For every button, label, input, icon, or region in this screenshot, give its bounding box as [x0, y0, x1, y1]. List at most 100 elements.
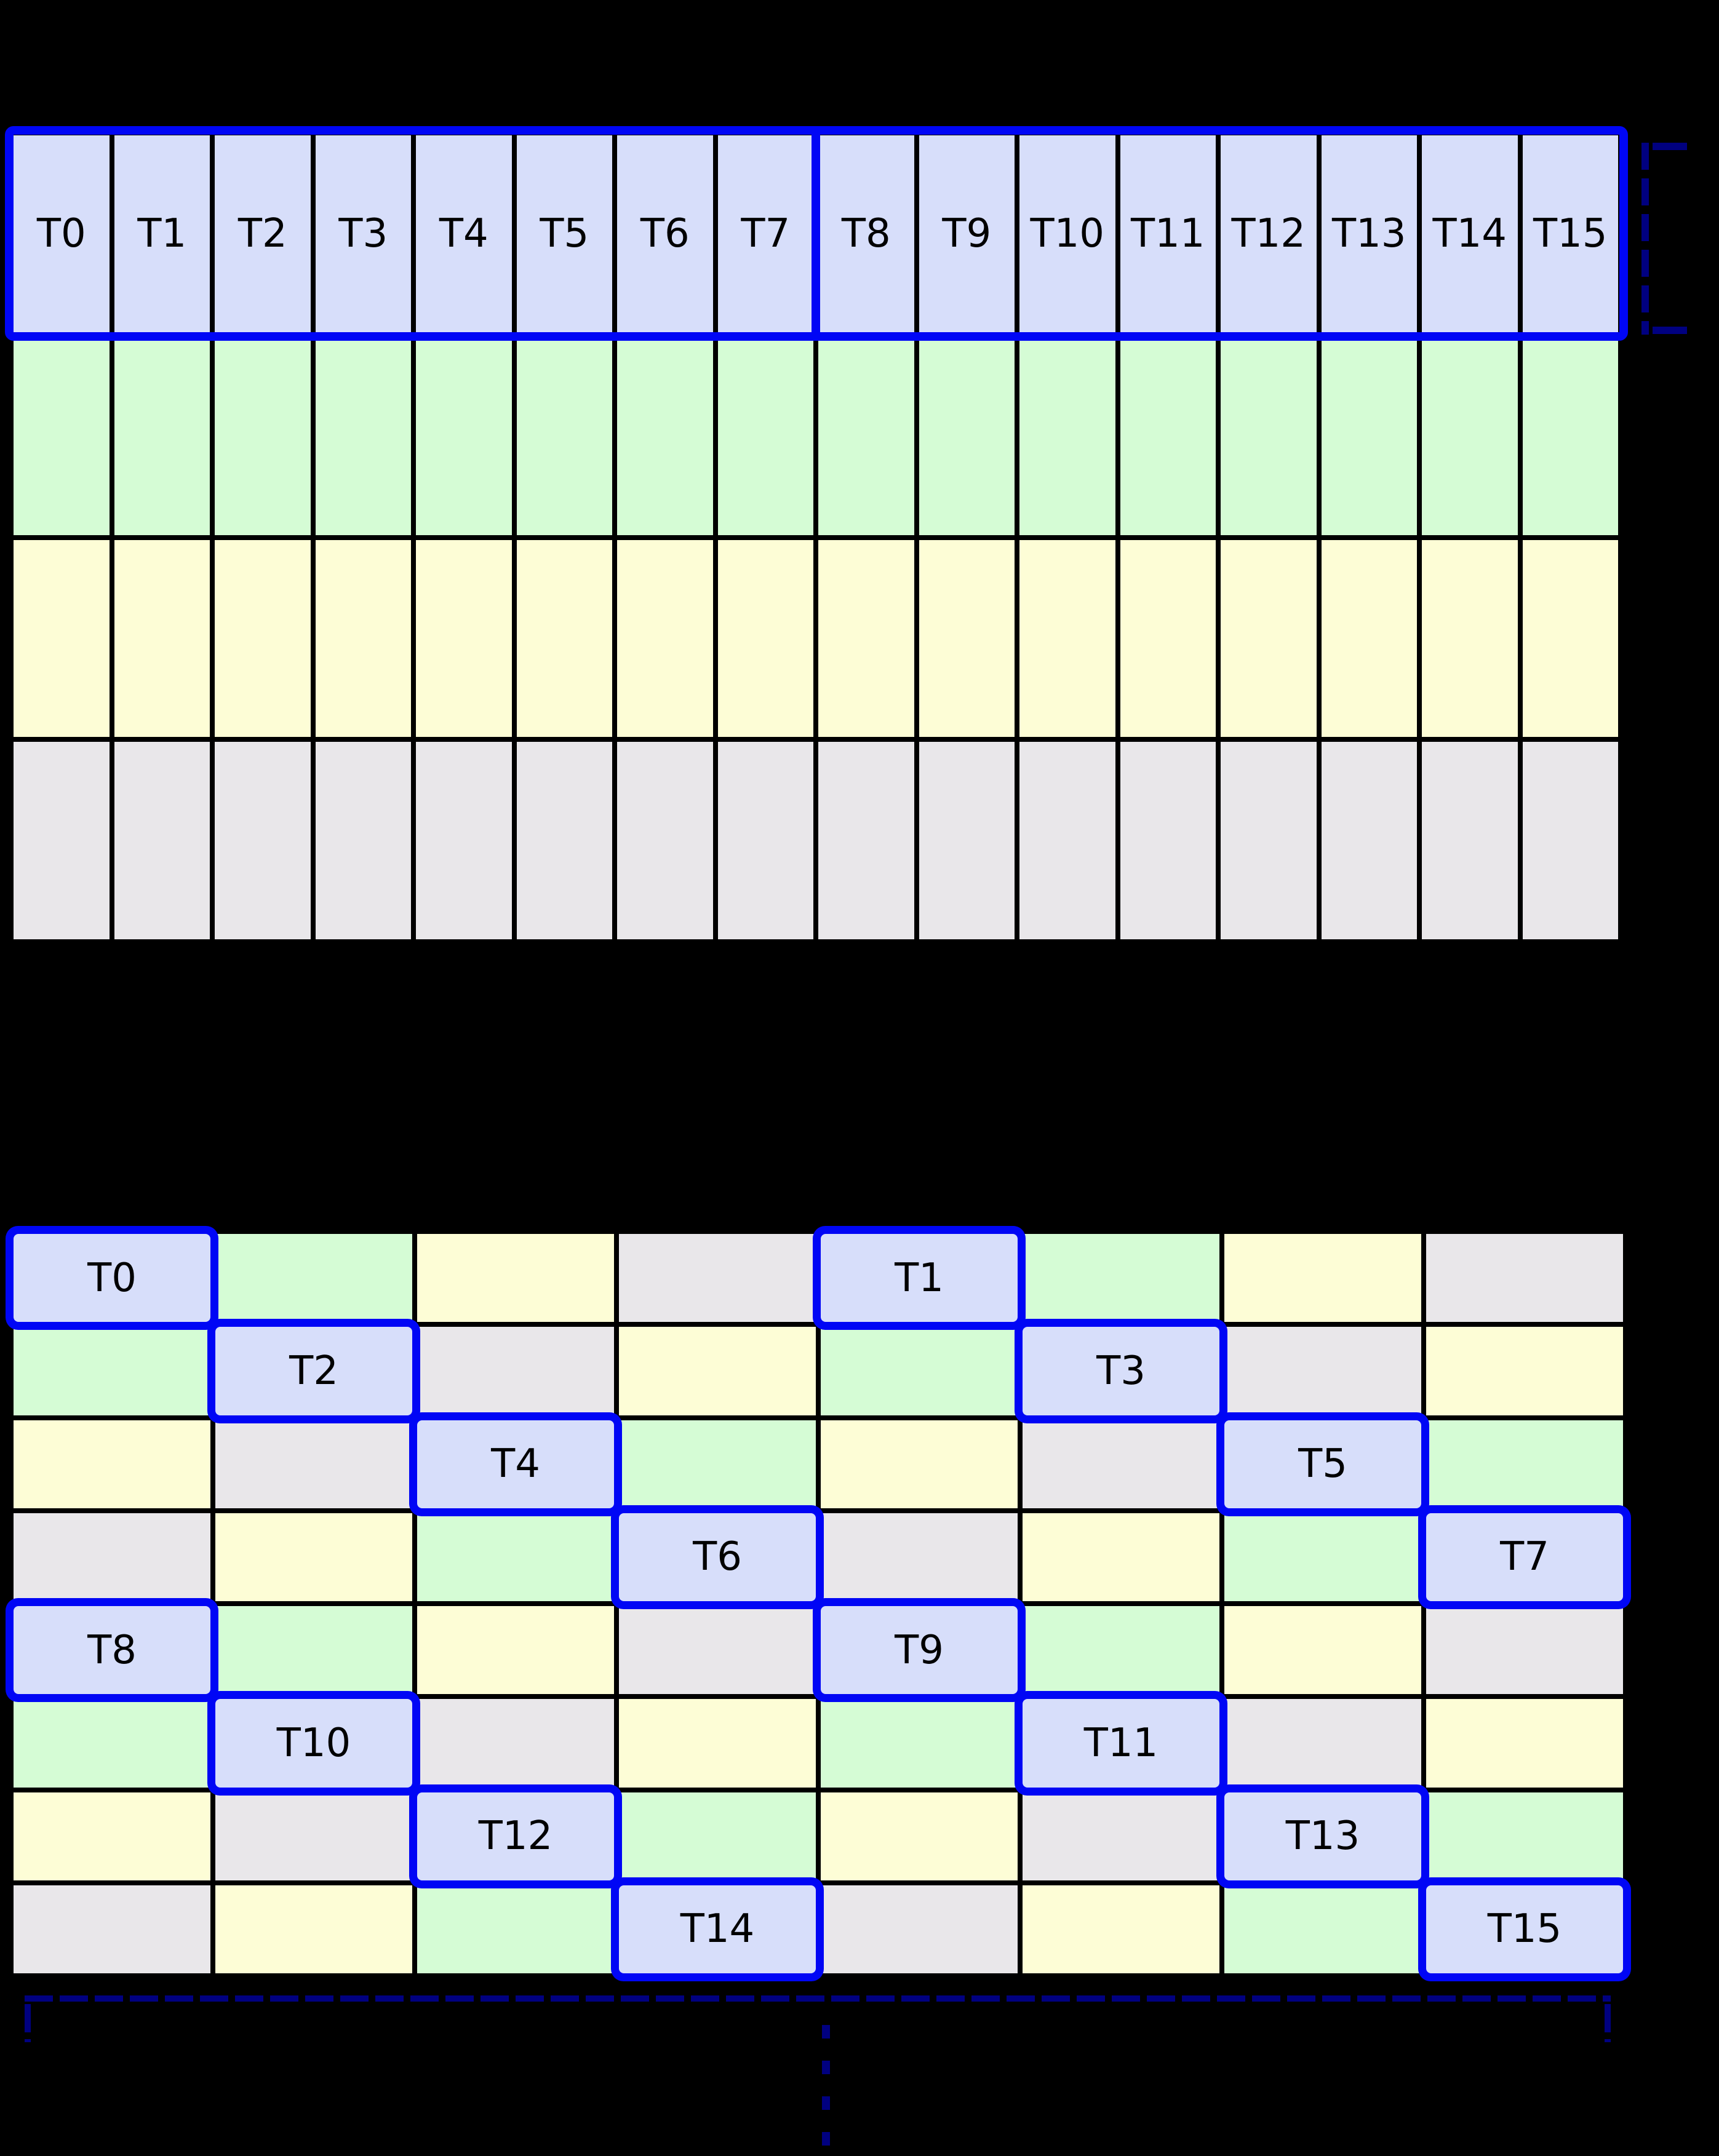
- matrix-cell: [215, 1420, 412, 1508]
- thread-label: T11: [1130, 211, 1205, 257]
- matrix-cell: [1422, 742, 1518, 939]
- thread-label: T11: [1083, 1720, 1159, 1766]
- thread-cell-t0: T0: [14, 1234, 210, 1323]
- matrix-cell: [1321, 539, 1417, 738]
- matrix-cell: [1224, 1327, 1421, 1415]
- matrix-cell: [516, 742, 612, 939]
- matrix-cell: [821, 1420, 1018, 1508]
- swizzled-access-grid: T0 T1 T2 T3 T4 T5 T6 T7 T8 T9 T10 T11 T12 T13 T14 T15: [9, 1229, 1628, 1978]
- matrix-cell: [821, 1699, 1018, 1788]
- thread-label: T7: [1500, 1534, 1549, 1580]
- thread-label: T8: [841, 211, 891, 257]
- matrix-cell: [1120, 539, 1216, 738]
- matrix-cell: [1221, 539, 1317, 738]
- thread-cell-t12: T12: [1221, 135, 1317, 333]
- thread-cell-t8: T8: [14, 1606, 210, 1695]
- matrix-cell: [14, 1327, 210, 1415]
- row-bracket-line-icon: [1641, 143, 1649, 335]
- matrix-cell: [215, 1792, 412, 1880]
- matrix-cell: [1023, 1606, 1219, 1695]
- thread-label: T3: [1096, 1348, 1146, 1394]
- matrix-cell: [417, 1327, 614, 1415]
- matrix-cell: [416, 337, 512, 535]
- thread-cell-t10: T10: [1019, 135, 1115, 333]
- thread-label: T2: [289, 1348, 338, 1394]
- thread-label: T5: [1298, 1441, 1347, 1487]
- matrix-cell: [1422, 337, 1518, 535]
- matrix-cell: [1426, 1792, 1623, 1880]
- thread-cell-t7: T7: [717, 135, 813, 333]
- matrix-cell: [717, 742, 813, 939]
- matrix-cell: [215, 337, 311, 535]
- matrix-cell: [417, 1699, 614, 1788]
- matrix-cell: [919, 337, 1015, 535]
- matrix-cell: [417, 1234, 614, 1323]
- matrix-cell: [818, 539, 914, 738]
- thread-cell-t14: T14: [619, 1885, 816, 1973]
- continuation-brace-line-icon: [25, 1995, 1611, 2002]
- matrix-cell: [1426, 1699, 1623, 1788]
- row-major-access-grid: T0 T1 T2 T3 T4 T5 T6 T7 T8 T9 T10 T11 T12 T13 T14 T15: [9, 130, 1623, 944]
- matrix-cell: [1023, 1420, 1219, 1508]
- thread-cell-t3: T3: [315, 135, 411, 333]
- thread-label: T12: [1231, 211, 1306, 257]
- thread-label: T8: [87, 1627, 137, 1673]
- matrix-cell: [1019, 539, 1115, 738]
- matrix-cell: [1221, 337, 1317, 535]
- thread-cell-t11: T11: [1023, 1699, 1219, 1788]
- matrix-cell: [315, 337, 411, 535]
- matrix-cell: [416, 742, 512, 939]
- matrix-cell: [315, 539, 411, 738]
- thread-label: T9: [942, 211, 992, 257]
- thread-cell-t5: T5: [516, 135, 612, 333]
- thread-label: T5: [540, 211, 589, 257]
- matrix-cell: [1224, 1606, 1421, 1695]
- matrix-cell: [1522, 337, 1618, 535]
- thread-cell-t5: T5: [1224, 1420, 1421, 1508]
- matrix-cell: [215, 1885, 412, 1973]
- matrix-cell: [14, 1513, 210, 1601]
- matrix-cell: [1426, 1327, 1623, 1415]
- continuation-brace-tick-right-icon: [1605, 2004, 1611, 2042]
- thread-cell-t15: T15: [1426, 1885, 1623, 1973]
- thread-label: T13: [1285, 1813, 1360, 1860]
- matrix-cell: [215, 1606, 412, 1695]
- thread-cell-t0: T0: [14, 135, 110, 333]
- matrix-cell: [1224, 1885, 1421, 1973]
- matrix-cell: [1224, 1234, 1421, 1323]
- thread-label: T14: [1432, 211, 1507, 257]
- thread-label: T6: [640, 211, 690, 257]
- thread-cell-t9: T9: [821, 1606, 1018, 1695]
- matrix-cell: [215, 742, 311, 939]
- matrix-cell: [14, 337, 110, 535]
- matrix-cell: [315, 742, 411, 939]
- matrix-cell: [14, 1699, 210, 1788]
- matrix-cell: [1522, 742, 1618, 939]
- row-bracket-tick-top-icon: [1653, 143, 1687, 150]
- thread-cell-t13: T13: [1224, 1792, 1421, 1880]
- matrix-cell: [1426, 1234, 1623, 1323]
- matrix-cell: [717, 337, 813, 535]
- matrix-cell: [619, 1420, 816, 1508]
- thread-cell-t1: T1: [821, 1234, 1018, 1323]
- thread-label: T3: [338, 211, 388, 257]
- thread-cell-t9: T9: [919, 135, 1015, 333]
- thread-label: T6: [693, 1534, 742, 1580]
- continuation-brace-tick-left-icon: [25, 2004, 31, 2042]
- matrix-cell: [619, 1699, 816, 1788]
- matrix-cell: [619, 1606, 816, 1695]
- thread-cell-t10: T10: [215, 1699, 412, 1788]
- matrix-cell: [821, 1513, 1018, 1601]
- thread-label: T0: [36, 211, 86, 257]
- thread-cell-t6: T6: [619, 1513, 816, 1601]
- matrix-cell: [114, 539, 210, 738]
- matrix-cell: [1023, 1513, 1219, 1601]
- matrix-cell: [1023, 1885, 1219, 1973]
- matrix-cell: [1019, 742, 1115, 939]
- matrix-cell: [818, 337, 914, 535]
- matrix-cell: [1422, 539, 1518, 738]
- matrix-cell: [617, 742, 713, 939]
- matrix-cell: [619, 1234, 816, 1323]
- thread-label: T0: [87, 1255, 137, 1301]
- matrix-cell: [1224, 1513, 1421, 1601]
